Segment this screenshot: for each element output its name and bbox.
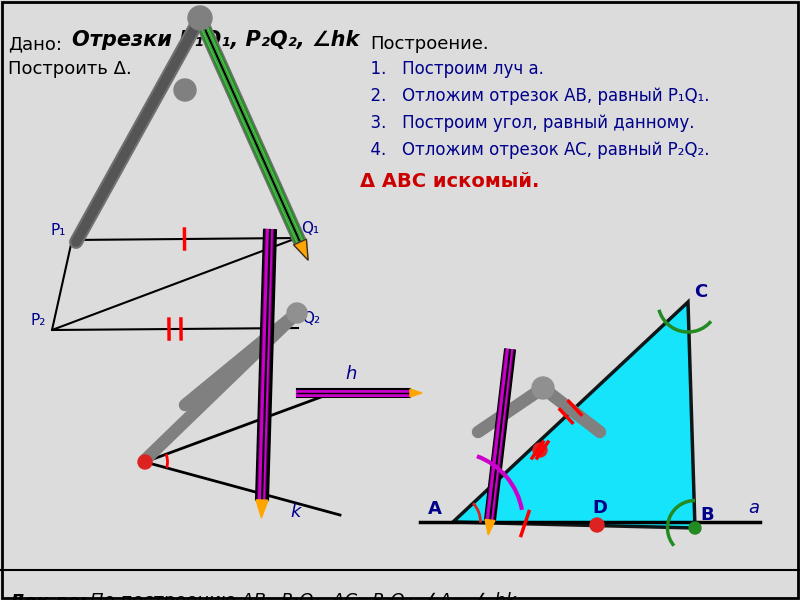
Text: 2.   Отложим отрезок AB, равный P₁Q₁.: 2. Отложим отрезок AB, равный P₁Q₁. [360,87,710,105]
Circle shape [138,455,152,469]
Text: По построению AB=P₁Q₁, AC=P₂Q₂, ∠A= ∠ hk.: По построению AB=P₁Q₁, AC=P₂Q₂, ∠A= ∠ hk… [90,592,522,600]
Text: a: a [748,499,759,517]
Text: k: k [290,503,300,521]
Circle shape [188,6,212,30]
Polygon shape [410,389,422,397]
Circle shape [689,522,701,534]
Text: P₁: P₁ [50,223,66,238]
Text: 3.   Построим угол, равный данному.: 3. Построим угол, равный данному. [360,114,694,132]
Circle shape [174,79,196,101]
Polygon shape [485,520,495,535]
Circle shape [590,518,604,532]
Text: P₂: P₂ [30,313,46,328]
Text: B: B [700,506,714,524]
Text: 4.   Отложим отрезок AC, равный P₂Q₂.: 4. Отложим отрезок AC, равный P₂Q₂. [360,141,710,159]
Text: Построение.: Построение. [370,35,489,53]
Circle shape [532,377,554,399]
Circle shape [287,303,307,323]
Text: Отрезки P₁Q₁, P₂Q₂, ∠hk: Отрезки P₁Q₁, P₂Q₂, ∠hk [72,30,359,50]
Text: h: h [345,365,356,383]
Text: Δ ABC искомый.: Δ ABC искомый. [360,172,539,191]
Polygon shape [453,302,695,528]
Text: Q₁: Q₁ [301,221,319,236]
Polygon shape [256,500,268,518]
Text: Док-во:: Док-во: [8,592,87,600]
Text: C: C [694,283,707,301]
Circle shape [533,443,547,457]
Text: Дано:: Дано: [8,35,62,53]
Text: A: A [428,500,442,518]
Text: Построить Δ.: Построить Δ. [8,60,132,78]
Polygon shape [294,239,308,260]
Text: Q₂: Q₂ [302,311,320,326]
Text: D: D [592,499,607,517]
Text: 1.   Построим луч a.: 1. Построим луч a. [360,60,544,78]
